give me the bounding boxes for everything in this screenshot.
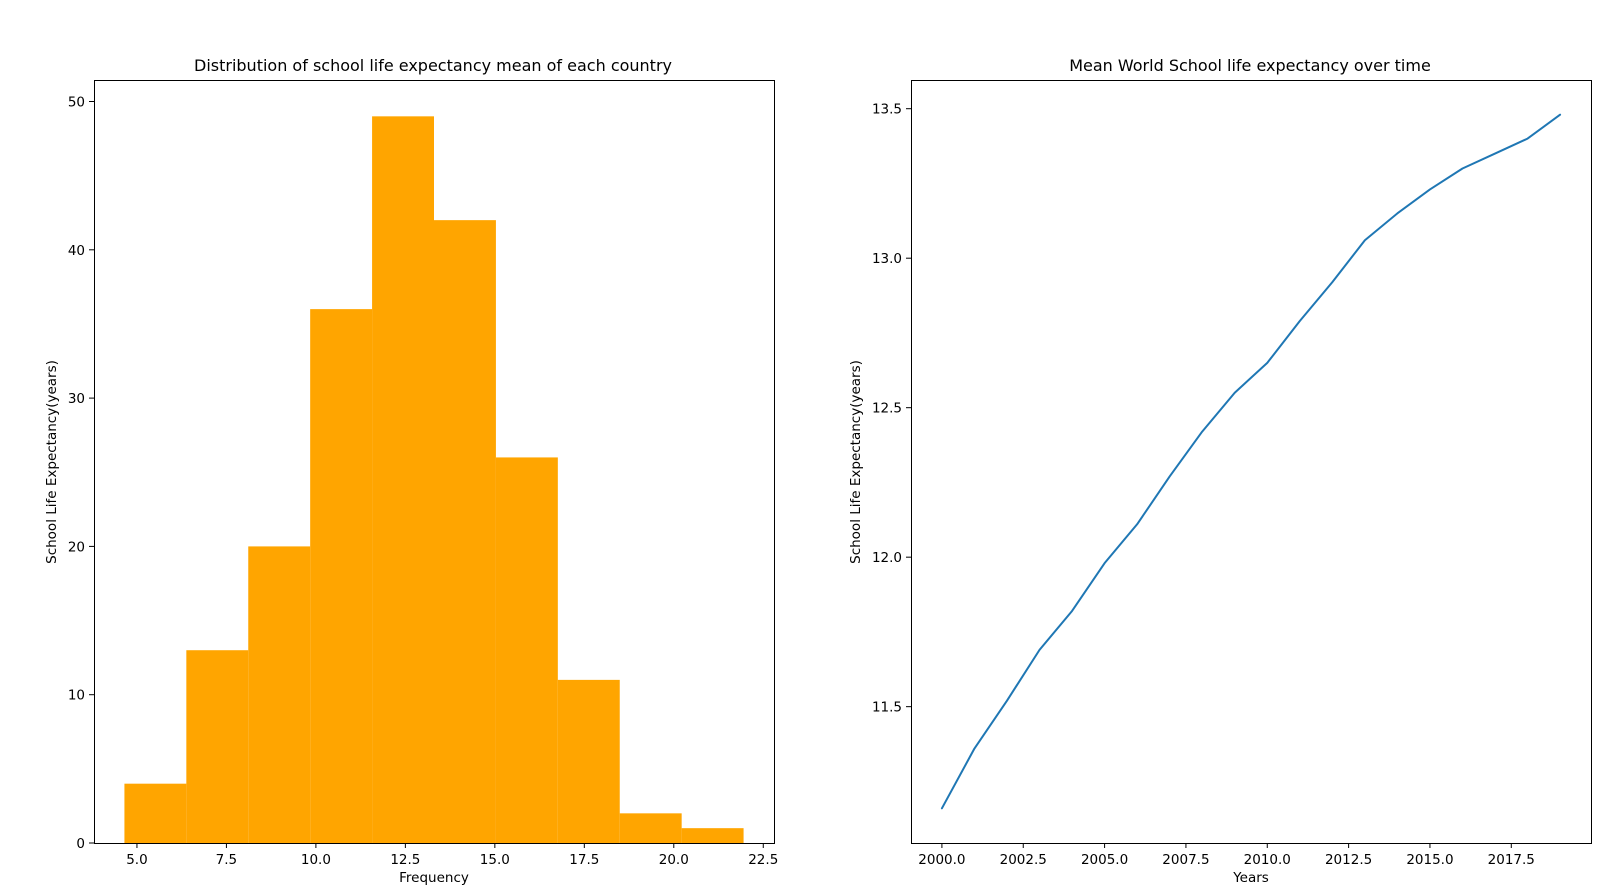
x-tick-label: 10.0 — [301, 852, 331, 868]
y-tick-label: 20 — [68, 539, 85, 555]
histogram-bar-2 — [186, 650, 249, 843]
y-tick-label: 12.5 — [872, 401, 902, 417]
line-chart-x-axis-label: Years — [1232, 870, 1269, 886]
x-tick-label: 2007.5 — [1162, 852, 1209, 868]
x-tick-label: 22.5 — [748, 852, 778, 868]
line-chart-x-ticks: 2000.0 2002.5 2005.0 2007.5 2010.0 2012.5 2015… — [918, 843, 1535, 868]
histogram-bar-10 — [681, 828, 744, 843]
y-tick-label: 12.0 — [872, 550, 902, 566]
histogram-bar-3 — [248, 546, 311, 843]
line-chart-panel: Mean World School life expectancy over t… — [848, 56, 1592, 886]
x-tick-label: 17.5 — [569, 852, 599, 868]
y-tick-label: 11.5 — [872, 700, 902, 716]
histogram-bar-6 — [434, 220, 496, 844]
histogram-bar-5 — [372, 116, 434, 844]
y-tick-label: 0 — [76, 836, 85, 852]
x-tick-label: 2017.5 — [1488, 852, 1535, 868]
line-chart-axes-frame — [911, 80, 1592, 844]
y-tick-label: 40 — [68, 243, 85, 259]
x-tick-label: 7.5 — [216, 852, 237, 868]
histogram-y-ticks: 0 10 20 30 40 50 — [68, 95, 94, 852]
x-tick-label: 15.0 — [480, 852, 510, 868]
x-tick-label: 2015.0 — [1406, 852, 1453, 868]
x-tick-label: 2012.5 — [1325, 852, 1372, 868]
histogram-panel: Distribution of school life expectancy m… — [44, 56, 778, 886]
x-tick-label: 12.5 — [390, 852, 420, 868]
histogram-bar-9 — [619, 813, 682, 843]
y-tick-label: 30 — [68, 391, 85, 407]
histogram-bar-8 — [557, 679, 620, 843]
y-tick-label: 50 — [68, 95, 85, 111]
x-tick-label: 2000.0 — [918, 852, 965, 868]
y-tick-label: 13.0 — [872, 251, 902, 267]
y-tick-label: 10 — [68, 688, 85, 704]
histogram-axes-frame — [94, 80, 775, 844]
histogram-x-axis-label: Frequency — [399, 870, 469, 886]
histogram-x-ticks: 5.0 7.5 10.0 12.5 15.0 17.5 20.0 22.5 — [126, 843, 778, 868]
histogram-bar-1 — [124, 783, 187, 843]
x-tick-label: 2005.0 — [1081, 852, 1128, 868]
line-chart-series — [940, 113, 1562, 810]
x-tick-label: 2010.0 — [1244, 852, 1291, 868]
histogram-y-axis-label: School Life Expectancy(years) — [44, 360, 60, 564]
histogram-bar-7 — [495, 457, 558, 843]
x-tick-label: 20.0 — [659, 852, 689, 868]
x-tick-label: 5.0 — [126, 852, 147, 868]
line-series-1 — [940, 113, 1562, 810]
x-tick-label: 2002.5 — [1000, 852, 1047, 868]
histogram-title: Distribution of school life expectancy m… — [194, 56, 672, 75]
histogram-bars — [124, 116, 744, 844]
line-chart-y-ticks: 11.5 12.0 12.5 13.0 13.5 — [872, 102, 911, 716]
histogram-bar-4 — [310, 309, 373, 843]
line-chart-y-axis-label: School Life Expectancy(years) — [848, 360, 864, 564]
y-tick-label: 13.5 — [872, 102, 902, 118]
line-chart-title: Mean World School life expectancy over t… — [1069, 56, 1431, 75]
